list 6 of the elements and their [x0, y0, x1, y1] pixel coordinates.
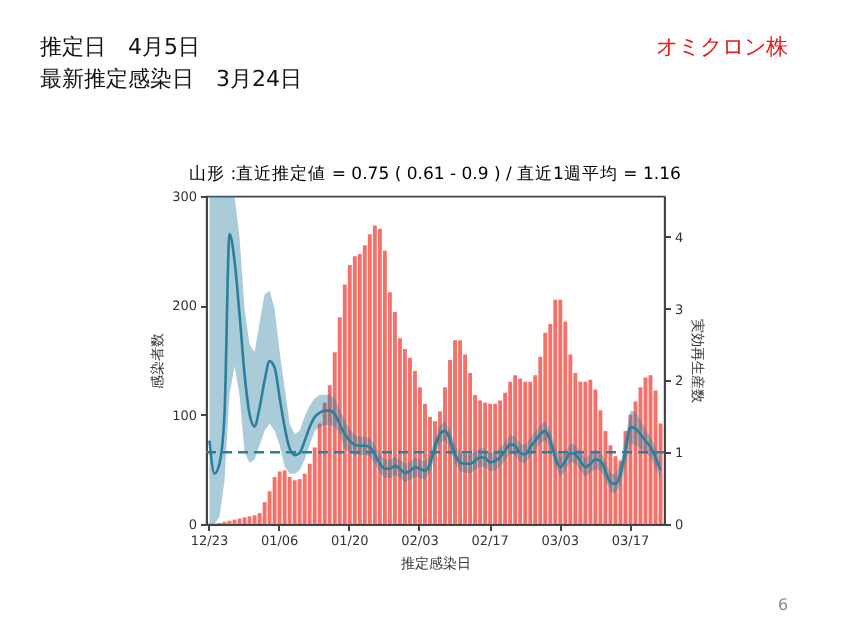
text: 推定日 4月5日: [40, 32, 200, 62]
text: オミクロン株: [656, 32, 788, 62]
text: 6: [778, 596, 789, 614]
chart-title: 山形 :直近推定値 = 0.75 ( 0.61 - 0.9 ) / 直近1週平均 = 1.16: [189, 163, 681, 185]
text: 最新推定感染日 3月24日: [40, 64, 302, 94]
line-series: [208, 232, 662, 486]
